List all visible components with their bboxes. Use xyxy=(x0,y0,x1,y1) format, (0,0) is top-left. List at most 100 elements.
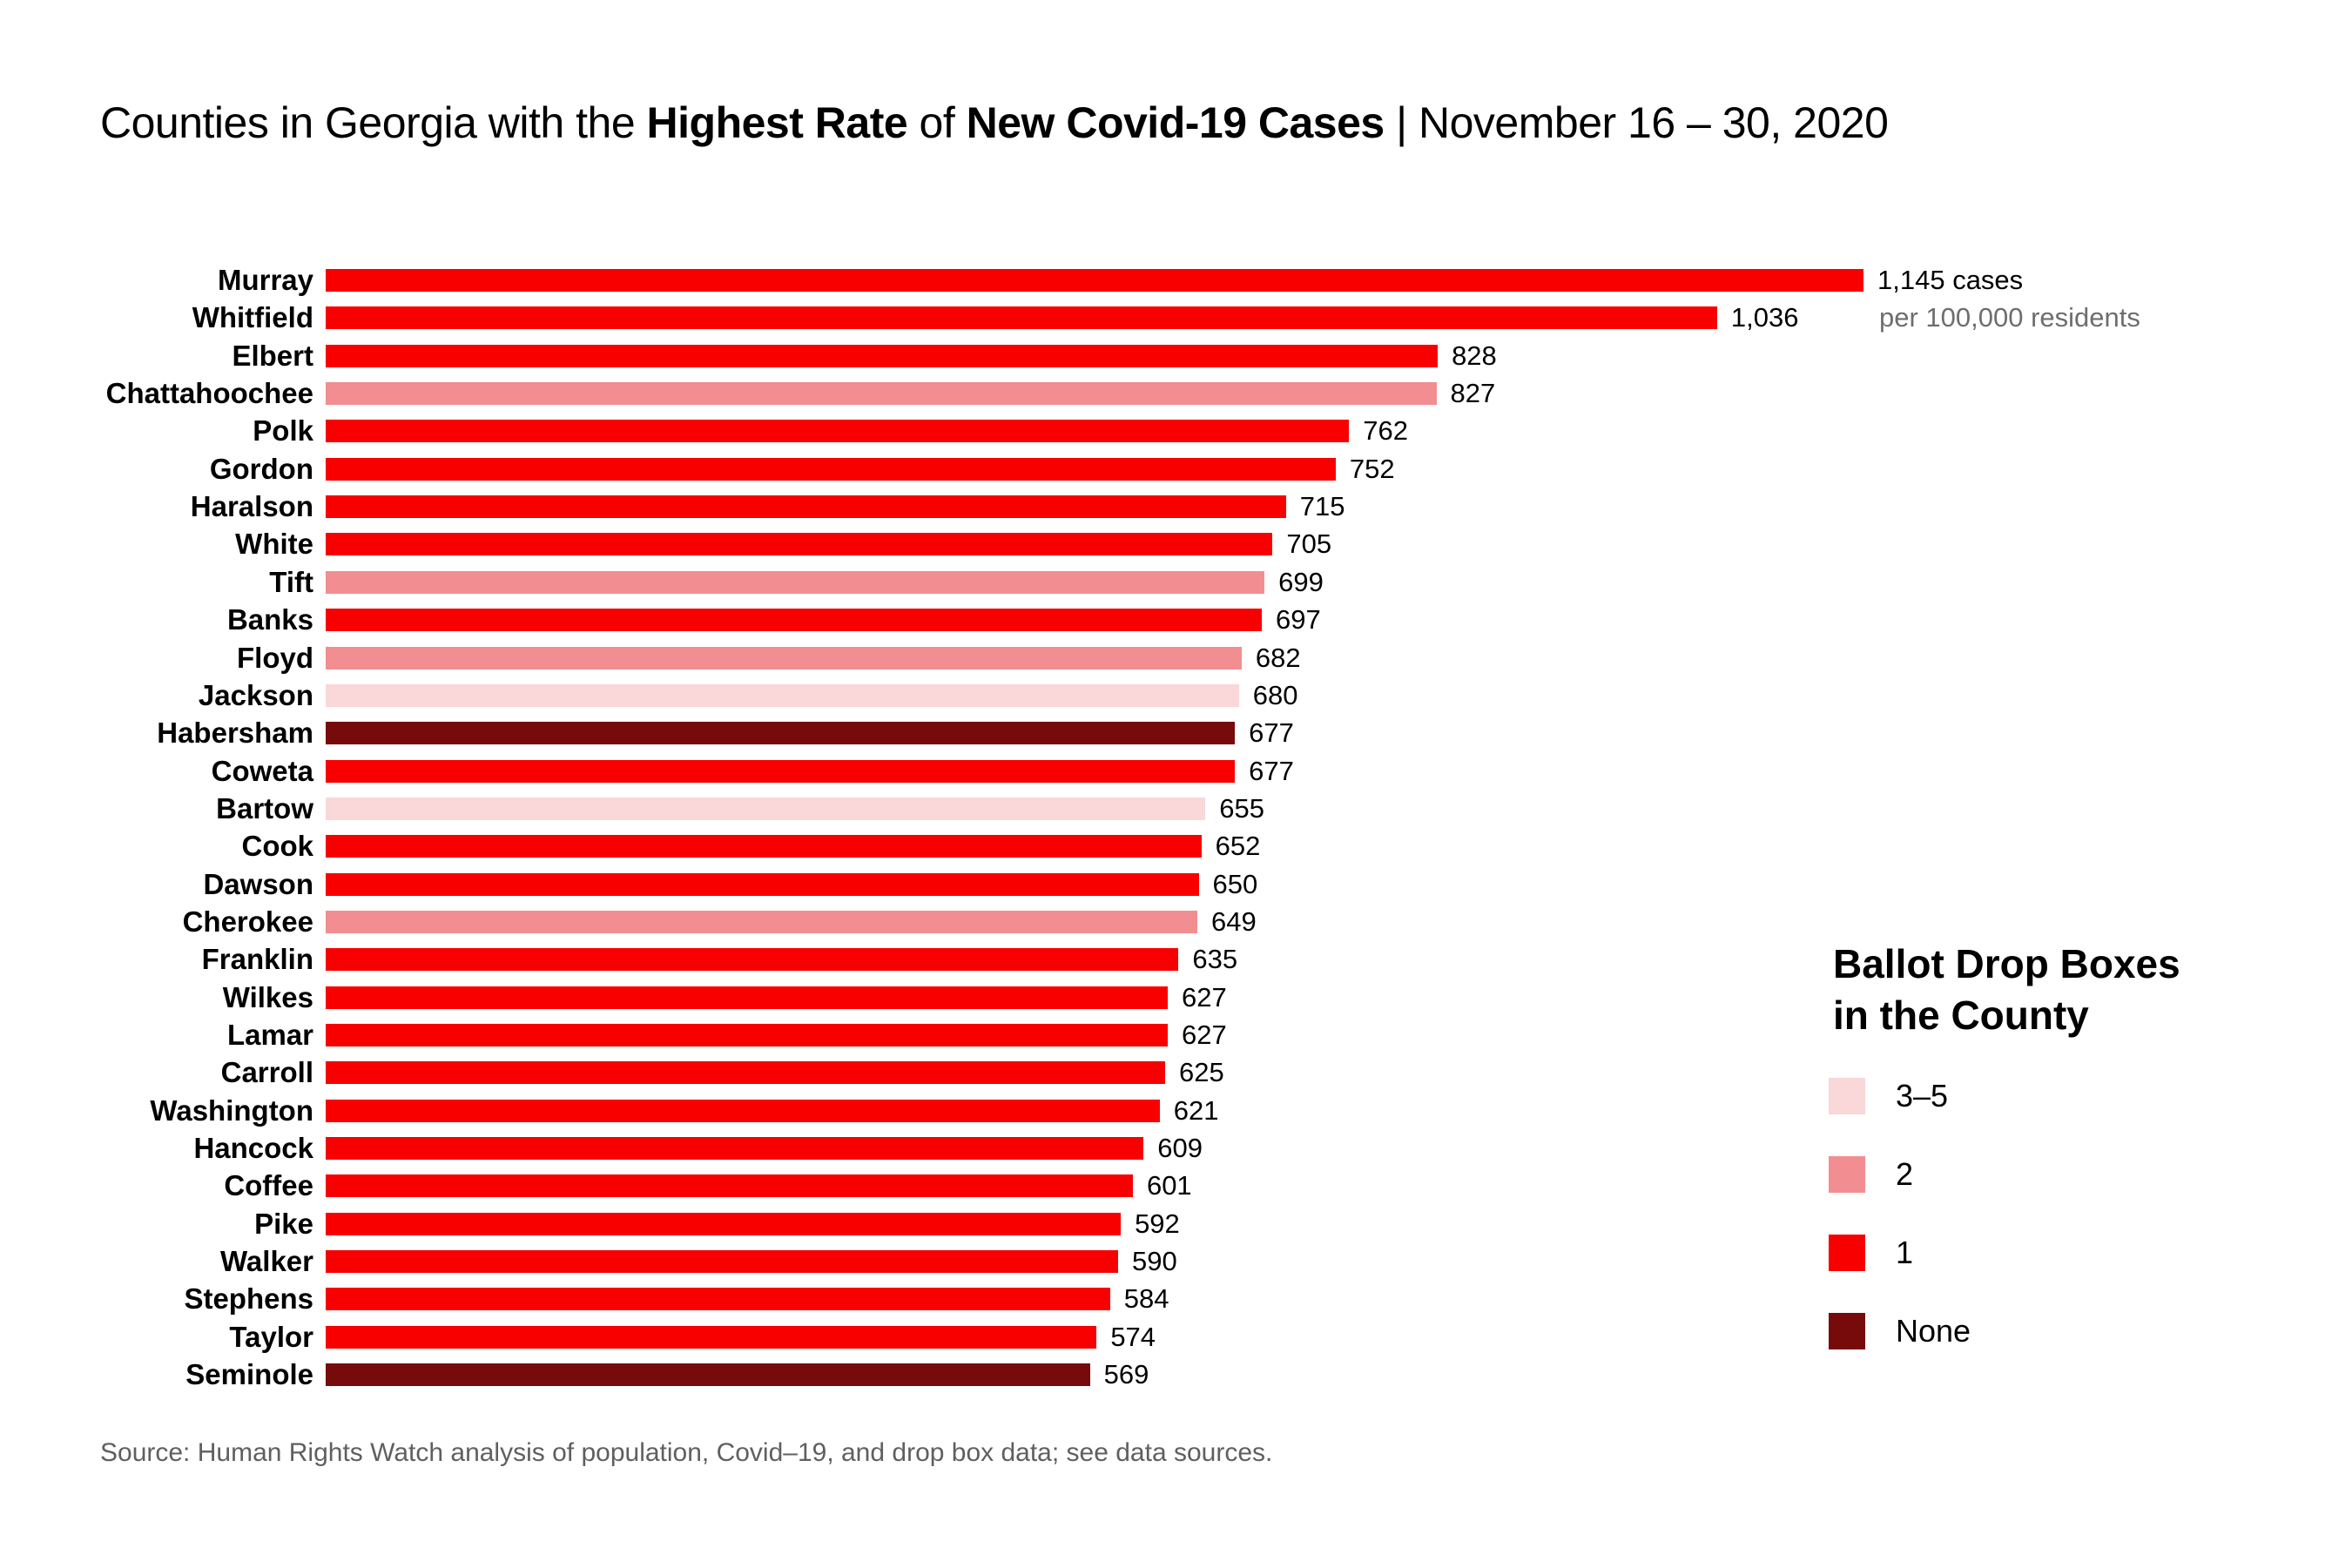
title-bold-highest-rate: Highest Rate xyxy=(646,98,908,147)
county-label: Jackson xyxy=(198,678,313,711)
county-label: Bartow xyxy=(216,791,313,824)
value-label: 655 xyxy=(1219,792,1264,824)
value-label: 705 xyxy=(1286,528,1332,560)
title-date-range: | November 16 – 30, 2020 xyxy=(1384,98,1889,147)
bar xyxy=(326,1137,1144,1161)
bar xyxy=(326,269,1863,292)
bar xyxy=(326,1099,1160,1122)
county-label: Stephens xyxy=(184,1282,313,1316)
bar xyxy=(326,570,1265,594)
county-label: Walker xyxy=(220,1245,313,1278)
county-label: Taylor xyxy=(229,1320,313,1353)
bar xyxy=(326,533,1273,556)
county-label: Dawson xyxy=(203,867,313,900)
bar xyxy=(326,872,1199,896)
value-label: 609 xyxy=(1157,1133,1203,1164)
value-label: 601 xyxy=(1146,1170,1192,1201)
county-label: Habersham xyxy=(157,717,313,750)
bar xyxy=(326,420,1350,443)
value-label: 649 xyxy=(1210,905,1257,937)
county-label: Franklin xyxy=(201,943,313,976)
county-label: Polk xyxy=(253,414,313,448)
bar xyxy=(326,306,1717,330)
bar xyxy=(326,1174,1133,1198)
value-label: 715 xyxy=(1299,491,1345,522)
value-label: 621 xyxy=(1173,1094,1219,1126)
chart-title: Counties in Georgia with the Highest Rat… xyxy=(100,98,1889,148)
value-label: 682 xyxy=(1255,642,1301,673)
county-label: Gordon xyxy=(209,452,313,485)
bar xyxy=(326,986,1169,1009)
source-note: Source: Human Rights Watch analysis of p… xyxy=(100,1438,1273,1467)
value-label: 762 xyxy=(1363,415,1408,447)
bar xyxy=(326,1250,1118,1274)
bar xyxy=(326,1024,1169,1046)
legend-title-line2: in the County xyxy=(1833,993,2089,1038)
value-label: 625 xyxy=(1178,1057,1224,1088)
legend-label: None xyxy=(1896,1313,1971,1349)
county-label: White xyxy=(235,528,313,561)
county-label: Wilkes xyxy=(222,980,313,1013)
bar xyxy=(326,609,1262,632)
value-label: 652 xyxy=(1215,831,1261,862)
value-label: 677 xyxy=(1249,755,1294,786)
county-label: Banks xyxy=(226,603,313,636)
value-label: 697 xyxy=(1276,604,1321,636)
legend-title-line1: Ballot Drop Boxes xyxy=(1833,941,2180,986)
bar xyxy=(326,457,1336,481)
bar xyxy=(326,797,1206,820)
bar xyxy=(326,1325,1097,1349)
value-label: 1,145 cases xyxy=(1877,265,2024,295)
bar xyxy=(326,1288,1110,1311)
bar xyxy=(326,683,1239,707)
county-label: Hancock xyxy=(193,1132,313,1165)
bar xyxy=(326,910,1197,933)
county-label: Whitfield xyxy=(192,301,313,334)
value-label: 569 xyxy=(1103,1359,1149,1390)
county-label: Floyd xyxy=(237,641,313,674)
county-label: Elbert xyxy=(232,339,313,372)
value-label: 592 xyxy=(1135,1208,1180,1239)
legend-swatch-1 xyxy=(1829,1235,1865,1271)
bar xyxy=(326,495,1286,519)
title-bold-new-covid-cases: New Covid-19 Cases xyxy=(966,98,1385,147)
legend-label: 3–5 xyxy=(1896,1078,1949,1114)
legend-title: Ballot Drop Boxes in the County xyxy=(1833,939,2180,1041)
legend-swatch-none xyxy=(1829,1313,1865,1349)
value-label: 635 xyxy=(1192,944,1238,975)
county-label: Lamar xyxy=(226,1019,313,1051)
county-label: Coffee xyxy=(224,1169,313,1202)
county-label: Cook xyxy=(241,830,314,863)
value-label: 827 xyxy=(1450,378,1496,409)
bar xyxy=(326,1061,1165,1085)
bar xyxy=(326,344,1439,367)
bar xyxy=(326,835,1202,858)
value-label: 1,036 xyxy=(1730,302,1799,333)
county-label: Carroll xyxy=(220,1056,313,1089)
bar xyxy=(326,759,1236,783)
value-label: 650 xyxy=(1212,868,1258,899)
legend-swatch-2 xyxy=(1829,1156,1865,1193)
county-label: Chattahoochee xyxy=(105,377,313,410)
legend-label: 1 xyxy=(1896,1235,1914,1270)
county-label: Coweta xyxy=(211,754,313,787)
bar xyxy=(326,646,1242,670)
value-label: 584 xyxy=(1123,1283,1169,1315)
title-prefix: Counties in Georgia with the xyxy=(100,98,647,147)
value-label: 590 xyxy=(1131,1246,1177,1277)
county-label: Pike xyxy=(254,1207,313,1240)
legend-label: 2 xyxy=(1896,1156,1914,1192)
per-100k-annotation: per 100,000 residents xyxy=(1879,302,2140,333)
county-label: Washington xyxy=(150,1094,313,1127)
bar xyxy=(326,948,1179,972)
title-mid: of xyxy=(907,98,967,147)
bar xyxy=(326,722,1236,745)
bar xyxy=(326,382,1437,406)
county-label: Cherokee xyxy=(182,905,313,938)
value-label: 752 xyxy=(1349,453,1395,484)
value-label: 699 xyxy=(1278,566,1324,597)
county-label: Seminole xyxy=(185,1358,313,1391)
value-label: 828 xyxy=(1452,340,1497,371)
county-label: Haralson xyxy=(190,490,313,523)
